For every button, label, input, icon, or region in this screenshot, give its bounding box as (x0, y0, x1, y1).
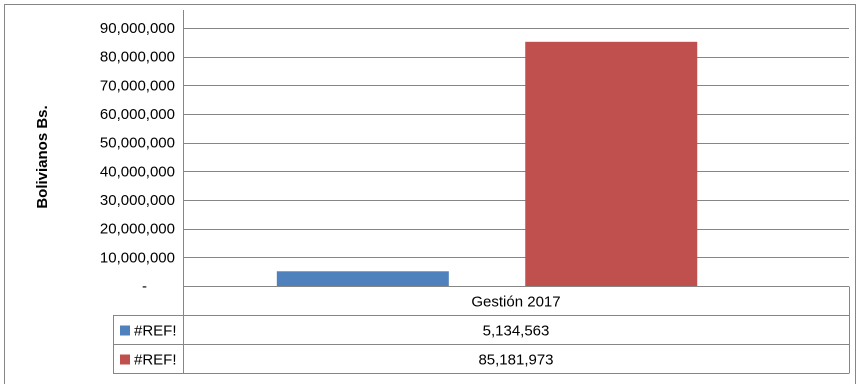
y-tick-label: 40,000,000 (100, 163, 175, 180)
legend-swatch-2 (120, 354, 130, 365)
y-tick-label: 60,000,000 (100, 106, 175, 123)
y-tick-label: 80,000,000 (100, 49, 175, 66)
y-tick-label: 30,000,000 (100, 192, 175, 209)
bar-series-2 (525, 41, 698, 286)
y-tick-label: 20,000,000 (100, 221, 175, 238)
legend-label: #REF! (134, 323, 177, 340)
category-label: Gestión 2017 (471, 294, 560, 311)
y-tick-label: 50,000,000 (100, 135, 175, 152)
legend-label: #REF! (134, 352, 177, 369)
y-tick-label: - (142, 278, 147, 295)
y-tick-label: 10,000,000 (100, 249, 175, 266)
y-tick-label: 90,000,000 (100, 20, 175, 37)
data-value-label: 85,181,973 (478, 352, 553, 369)
chart-area (4, 4, 856, 384)
y-axis-title: Bolivianos Bs. (34, 105, 51, 208)
data-value-label: 5,134,563 (483, 323, 550, 340)
y-tick-label: 70,000,000 (100, 77, 175, 94)
bar-series-1 (276, 271, 449, 286)
legend-swatch-1 (120, 325, 130, 336)
